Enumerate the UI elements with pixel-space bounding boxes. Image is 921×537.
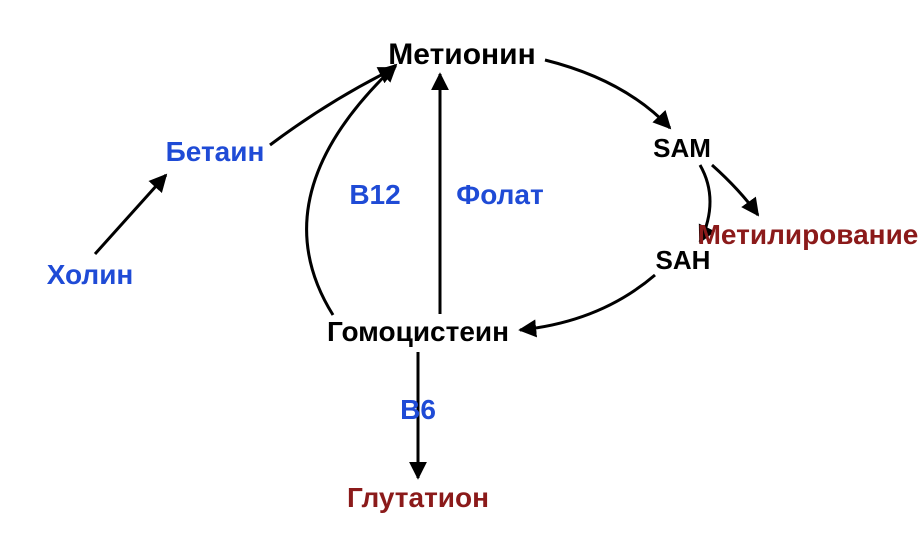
node-methionine: Метионин <box>388 40 535 70</box>
edge-sah-to-homocysteine <box>520 275 655 330</box>
node-choline: Холин <box>47 261 134 289</box>
edge-betaine-to-methionine <box>270 68 395 145</box>
node-homocysteine: Гомоцистеин <box>327 318 509 346</box>
cofactor-b6: B6 <box>400 396 436 424</box>
edge-choline-to-betaine <box>95 175 166 254</box>
node-sam: SAM <box>653 135 711 161</box>
node-glutathione: Глутатион <box>347 484 489 512</box>
edge-methionine-to-sam <box>545 60 670 128</box>
arrows-layer <box>0 0 921 537</box>
node-betaine: Бетаин <box>166 138 265 166</box>
cofactor-folate: Фолат <box>456 181 543 209</box>
cofactor-b12: B12 <box>349 181 400 209</box>
diagram-stage: Метионин SAM SAH Метилирование Гомоцисте… <box>0 0 921 537</box>
node-methylation: Метилирование <box>698 221 919 249</box>
edge-sam-to-methylation <box>712 165 758 215</box>
node-sah: SAH <box>656 247 711 273</box>
